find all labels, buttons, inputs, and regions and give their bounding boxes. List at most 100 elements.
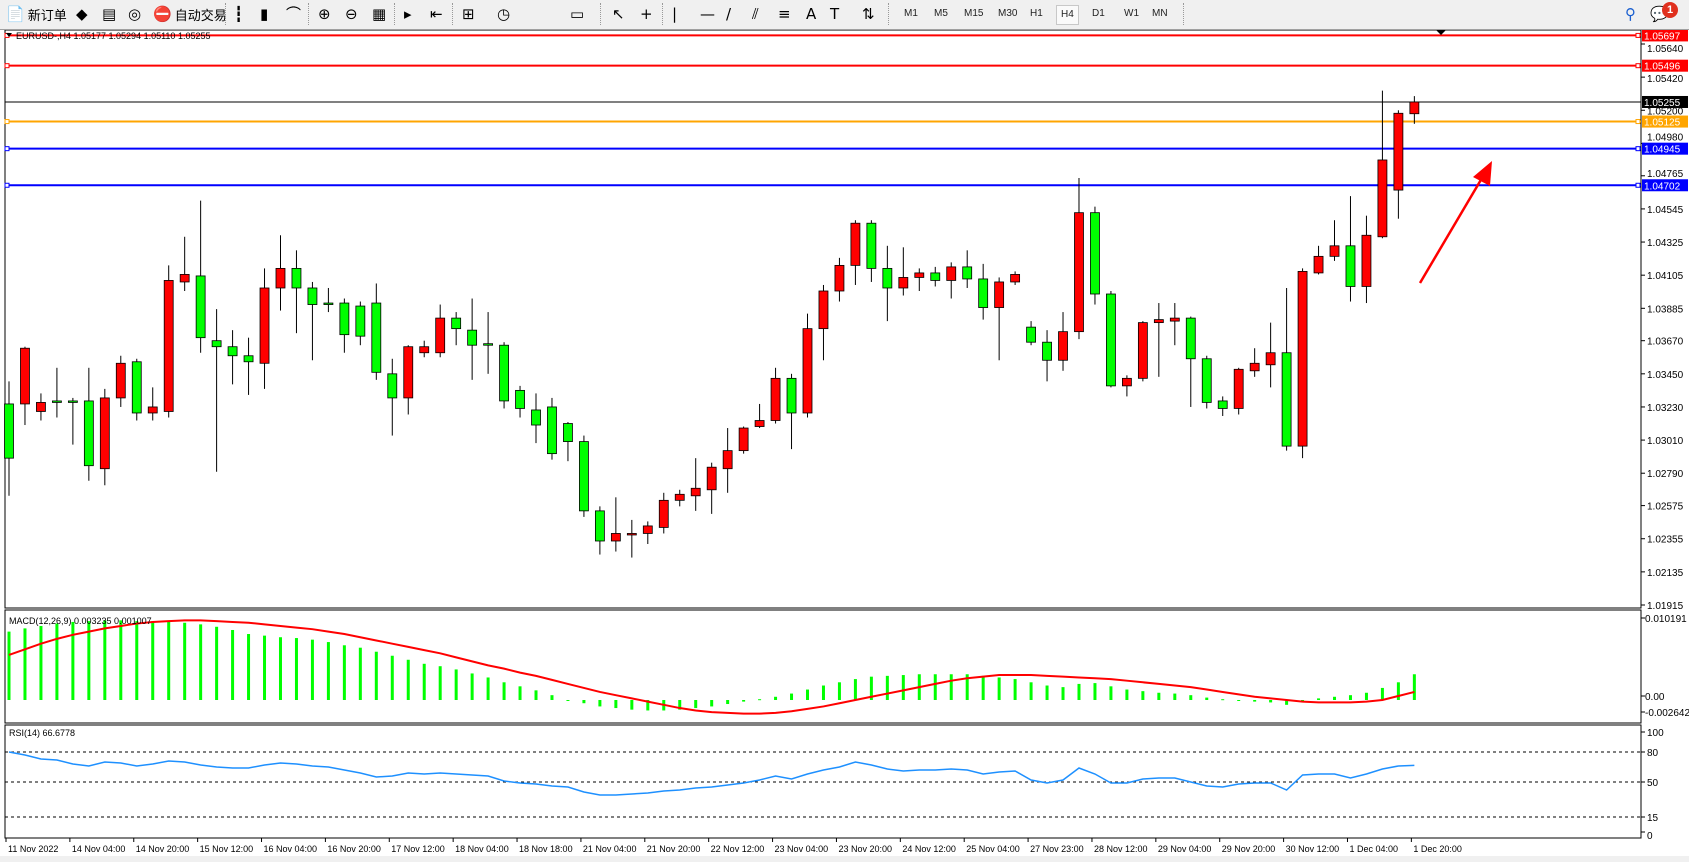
macd-histogram-bar <box>454 669 458 700</box>
timeframe-mn[interactable]: MN <box>1152 8 1168 19</box>
auto-scroll-button[interactable]: ▸ <box>404 3 412 25</box>
candle <box>642 525 653 534</box>
line-handle[interactable] <box>4 63 10 69</box>
candlestick-button[interactable]: ▮ <box>260 3 268 25</box>
price-tick-label: 1.03885 <box>1647 304 1684 315</box>
line-handle[interactable] <box>1635 63 1641 69</box>
chart-shift-button[interactable]: ⇤ <box>430 3 443 25</box>
time-tick-label: 21 Nov 04:00 <box>583 844 637 854</box>
crosshair-button[interactable]: + <box>640 3 653 25</box>
candle <box>674 493 685 501</box>
timeframe-d1[interactable]: D1 <box>1092 8 1105 19</box>
time-tick-label: 1 Dec 04:00 <box>1349 844 1398 854</box>
tile-windows-button[interactable]: ▦ <box>372 3 386 25</box>
macd-histogram-bar <box>1380 687 1384 700</box>
candle <box>1122 377 1132 387</box>
bar-chart-button[interactable]: ┇ <box>234 3 243 25</box>
candle <box>371 302 382 373</box>
macd-signal-line <box>8 619 1415 715</box>
line-handle[interactable] <box>1635 182 1641 188</box>
line-handle[interactable] <box>4 182 10 188</box>
timeframe-w1[interactable]: W1 <box>1124 8 1139 19</box>
candle <box>1010 274 1021 283</box>
chart-shift-icon: ⇤ <box>430 5 443 23</box>
macd-histogram-bar <box>774 696 778 700</box>
price-line-label-bg <box>1642 30 1688 42</box>
price-line-label-bg <box>1642 179 1688 192</box>
macd-histogram-bar <box>901 675 905 700</box>
signals-button[interactable]: ◎ <box>128 3 141 25</box>
line-handle[interactable] <box>1635 146 1641 152</box>
arrows-button[interactable]: ⇅ <box>862 3 875 25</box>
macd-histogram-bar <box>119 620 123 700</box>
text-button[interactable]: A <box>806 3 816 25</box>
trendline-button[interactable]: / <box>726 3 731 25</box>
symbol-menu-icon[interactable] <box>6 33 12 37</box>
price-tick-label: 1.04325 <box>1647 238 1684 249</box>
timeframe-h4[interactable]: H4 <box>1056 5 1079 25</box>
candle <box>610 533 621 542</box>
price-line-label-bg <box>1642 59 1688 72</box>
auto-trading-button[interactable]: ⛔ 自动交易 <box>153 3 227 25</box>
price-line-label: 1.05496 <box>1644 62 1681 73</box>
fibonacci-channel-button[interactable]: ⫽ <box>752 3 759 25</box>
macd-histogram-bar <box>7 631 11 700</box>
text-label-button[interactable]: T <box>830 3 839 25</box>
search-button[interactable]: ⚲ <box>1625 3 1636 25</box>
periods-icon: ◷ <box>497 5 511 23</box>
macd-histogram-bar <box>231 629 235 700</box>
candle <box>387 373 398 399</box>
toolbar-separator <box>452 3 454 25</box>
timeframe-m30[interactable]: M30 <box>998 8 1018 19</box>
new-order-button[interactable]: 📄 新订单 <box>6 3 67 25</box>
navigator-button[interactable]: ▤ <box>102 3 116 25</box>
line-handle[interactable] <box>1635 32 1641 38</box>
signals-icon: ◎ <box>128 5 142 23</box>
price-tick-label: 1.03010 <box>1647 436 1684 447</box>
macd-histogram-bar <box>726 700 730 705</box>
arrow-head-icon <box>1473 161 1492 186</box>
macd-histogram-bar <box>869 676 873 700</box>
templates-icon: ▭ <box>570 5 585 23</box>
timeframe-m5[interactable]: M5 <box>934 8 948 19</box>
time-tick-label: 24 Nov 12:00 <box>902 844 956 854</box>
zoom-in-button[interactable]: ⊕ <box>318 3 331 25</box>
rsi-label: RSI(14) 66.6778 <box>9 728 75 738</box>
candle <box>786 377 797 414</box>
timeframe-h1[interactable]: H1 <box>1030 8 1043 19</box>
line-chart-button[interactable]: ⌒ <box>286 3 301 25</box>
chart-header-label: EURUSD-,H4 1.05177 1.05294 1.05110 1.052… <box>16 31 210 41</box>
line-handle[interactable] <box>1635 119 1641 125</box>
line-handle[interactable] <box>4 146 10 152</box>
price-line-label: 1.04702 <box>1644 181 1681 192</box>
timeframe-m1[interactable]: M1 <box>904 8 918 19</box>
price-tick-label: 1.02355 <box>1647 535 1684 546</box>
templates-button[interactable]: ▭ <box>570 3 584 25</box>
horizontal-line-button[interactable]: — <box>700 3 715 25</box>
chart-shift-marker[interactable] <box>1436 30 1446 35</box>
line-handle[interactable] <box>4 119 10 125</box>
macd-histogram-bar <box>39 625 43 700</box>
periods-button[interactable]: ◷ <box>497 3 510 25</box>
market-watch-button[interactable]: ◆ <box>76 3 88 25</box>
fibonacci-retracement-button[interactable]: ≡ <box>778 3 791 25</box>
candle <box>1169 317 1180 322</box>
zoom-out-button[interactable]: ⊖ <box>345 3 358 25</box>
macd-histogram-bar <box>1013 679 1017 700</box>
arrow-annotation[interactable] <box>1418 177 1484 284</box>
macd-histogram-bar <box>55 623 59 700</box>
candle <box>1090 212 1100 295</box>
candle <box>866 222 877 269</box>
cursor-button[interactable]: ↖ <box>612 3 625 25</box>
candle <box>211 340 222 348</box>
vertical-line-button[interactable]: | <box>672 3 677 25</box>
indicators-button[interactable]: ⊞ <box>462 3 475 25</box>
macd-histogram-bar <box>103 620 107 700</box>
candle <box>1058 331 1068 361</box>
market-watch-icon: ◆ <box>76 5 88 23</box>
notification-badge[interactable]: 1 <box>1662 2 1678 18</box>
macd-histogram-bar <box>358 647 362 700</box>
timeframe-m15[interactable]: M15 <box>964 8 984 19</box>
candle <box>291 267 302 289</box>
macd-histogram-bar <box>1364 692 1368 700</box>
